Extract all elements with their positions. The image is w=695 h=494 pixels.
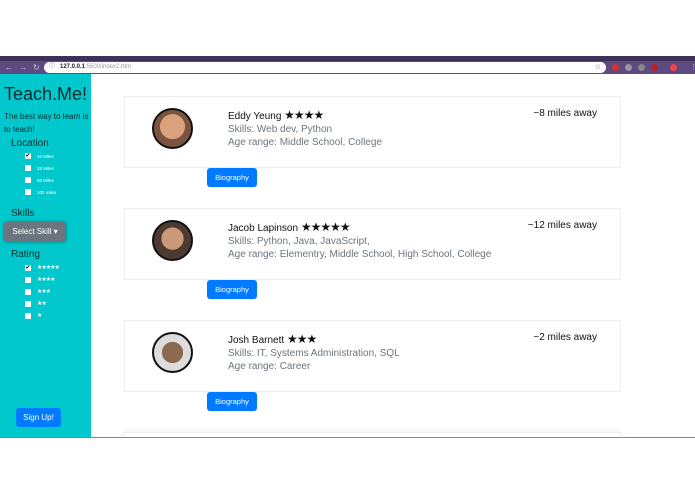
location-option[interactable]: 50 Miles [25, 177, 54, 183]
checkbox[interactable]: ✔ [25, 153, 31, 159]
checkbox[interactable]: ✔ [25, 264, 31, 271]
extension-icon[interactable] [651, 64, 658, 71]
location-option[interactable]: 100 miles [25, 189, 56, 195]
avatar [152, 332, 193, 373]
location-heading: Location [11, 138, 49, 149]
teacher-name: Josh Barnett [228, 335, 285, 346]
teacher-card: Josh Barnett ★★★ Skills: IT, Systems Adm… [124, 320, 621, 392]
teacher-age-range: Age range: Career [228, 361, 311, 372]
back-icon[interactable]: ← [5, 63, 13, 72]
rating-option[interactable]: ★★★★ [25, 276, 55, 283]
teacher-name: Jacob Lapinson [228, 223, 299, 234]
teacher-skills: Skills: Web dev, Python [228, 124, 333, 135]
location-option[interactable]: ✔ 10 Miles [25, 153, 54, 159]
checkbox[interactable] [25, 300, 31, 307]
forward-icon[interactable]: → [19, 63, 27, 72]
checkbox[interactable] [25, 312, 31, 319]
select-skill-dropdown[interactable]: Select Skill ▾ [4, 222, 66, 242]
biography-button[interactable]: Biography [207, 280, 257, 299]
brand-title: Teach.Me! [4, 84, 88, 104]
teacher-age-range: Age range: Middle School, College [228, 137, 382, 148]
star-rating: ★★★★ [284, 108, 324, 122]
star-rating: ★★★ [286, 332, 317, 346]
rating-option[interactable]: ✔ ★★★★★ [25, 264, 60, 271]
tab-strip [0, 56, 695, 61]
rating-option[interactable]: ★★ [25, 300, 47, 307]
checkbox[interactable] [25, 165, 31, 171]
reload-icon[interactable]: ↻ [33, 63, 40, 72]
sidebar: Teach.Me! The best way to learn is to te… [0, 74, 91, 437]
teacher-name: Eddy Yeung [228, 111, 282, 122]
address-bar[interactable]: ⓘ 127.0.0.1:5500/index2.htm ☆ [44, 62, 606, 73]
teacher-distance: ~12 miles away [527, 220, 597, 231]
bookmark-star-icon[interactable]: ☆ [594, 64, 601, 71]
checkbox[interactable] [25, 177, 31, 183]
extension-icon[interactable] [625, 64, 632, 71]
location-option[interactable]: 25 Miles [25, 165, 54, 171]
teacher-distance: ~8 miles away [533, 108, 597, 119]
info-icon[interactable]: ⓘ [49, 64, 56, 70]
tagline: The best way to learn is to teach! [4, 112, 89, 134]
avatar [152, 108, 193, 149]
teacher-skills: Skills: Python, Java, JavaScript, [228, 236, 370, 247]
checkbox[interactable] [25, 288, 31, 295]
rating-option[interactable]: ★ [25, 312, 42, 319]
biography-button[interactable]: Biography [207, 168, 257, 187]
checkbox[interactable] [25, 189, 31, 195]
browser-toolbar: ← → ↻ ⓘ 127.0.0.1:5500/index2.htm ☆ ⋮ [0, 61, 695, 74]
biography-button[interactable]: Biography [207, 392, 257, 411]
teacher-card [124, 432, 621, 437]
menu-icon[interactable]: ⋮ [690, 63, 695, 71]
browser-window: ← → ↻ ⓘ 127.0.0.1:5500/index2.htm ☆ ⋮ Te… [0, 56, 695, 438]
teacher-skills: Skills: IT, Systems Administration, SQL [228, 348, 400, 359]
profile-icon[interactable] [670, 64, 677, 71]
skills-heading: Skills [11, 208, 35, 219]
checkbox[interactable] [25, 276, 31, 283]
teacher-card: Jacob Lapinson ★★★★★ Skills: Python, Jav… [124, 208, 621, 280]
teacher-age-range: Age range: Elementry, Middle School, Hig… [228, 249, 492, 260]
star-rating: ★★★★★ [300, 220, 351, 234]
sign-up-button[interactable]: Sign Up! [16, 408, 61, 427]
extension-icon[interactable] [638, 64, 645, 71]
caret-down-icon: ▾ [53, 227, 58, 236]
extension-icon[interactable] [612, 64, 619, 71]
avatar [152, 220, 193, 261]
teacher-distance: ~2 miles away [533, 332, 597, 343]
rating-option[interactable]: ★★★ [25, 288, 51, 295]
rating-heading: Rating [11, 249, 40, 260]
teacher-card: Eddy Yeung ★★★★ Skills: Web dev, Python … [124, 96, 621, 168]
